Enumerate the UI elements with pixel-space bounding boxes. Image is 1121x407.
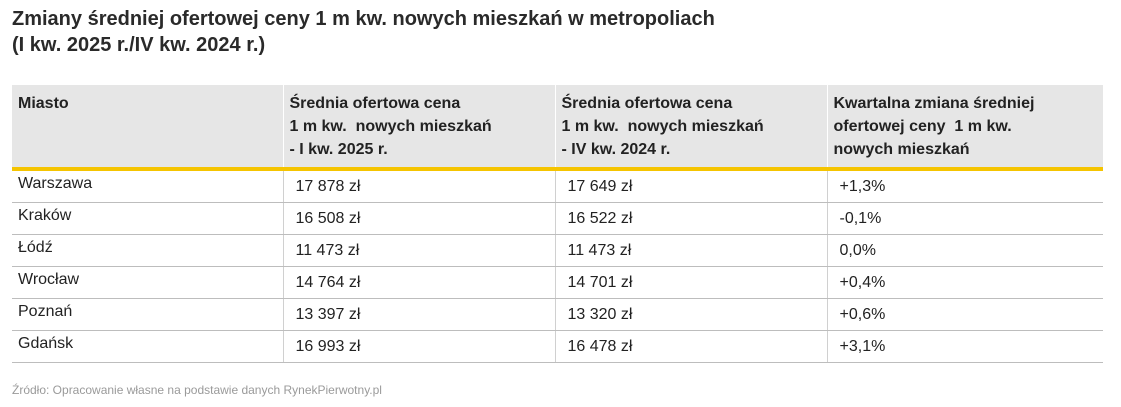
value-cell: +1,3% bbox=[826, 168, 1103, 203]
header-line: Średnia ofertowa cena bbox=[289, 95, 461, 112]
value-cell: 13 320 zł bbox=[554, 298, 827, 331]
table-row: Gdańsk 16 993 zł 16 478 zł +3,1% bbox=[12, 330, 1103, 363]
value-cell: 13 397 zł bbox=[282, 298, 555, 331]
header-cell: Średnia ofertowa cena 1 m kw. nowych mies… bbox=[282, 85, 555, 171]
header-line: - I kw. 2025 r. bbox=[289, 141, 388, 158]
value-cell: 14 701 zł bbox=[554, 266, 827, 299]
value-cell: 16 478 zł bbox=[554, 330, 827, 363]
title-line: Zmiany średniej ofertowej ceny 1 m kw. n… bbox=[12, 8, 715, 30]
value-cell: +3,1% bbox=[826, 330, 1103, 363]
header-line: 1 m kw. nowych mieszkań bbox=[561, 118, 764, 135]
value-cell: -0,1% bbox=[826, 202, 1103, 235]
header-line: nowych mieszkań bbox=[833, 141, 970, 158]
header-line: ofertowej ceny 1 m kw. bbox=[833, 118, 1012, 135]
header-line: Kwartalna zmiana średniej bbox=[833, 95, 1035, 112]
value-cell: 11 473 zł bbox=[282, 234, 555, 267]
header-line: Średnia ofertowa cena bbox=[561, 95, 733, 112]
value-cell: +0,4% bbox=[826, 266, 1103, 299]
source-note: Źródło: Opracowanie własne na podstawie … bbox=[12, 383, 382, 397]
value-cell: 11 473 zł bbox=[554, 234, 827, 267]
value-cell: 0,0% bbox=[826, 234, 1103, 267]
table-row: Wrocław 14 764 zł 14 701 zł +0,4% bbox=[12, 266, 1103, 299]
header-cell: Kwartalna zmiana średniej ofertowej ceny … bbox=[826, 85, 1103, 171]
value-cell: 16 508 zł bbox=[282, 202, 555, 235]
header-cell: Miasto bbox=[12, 85, 283, 171]
table: Miasto Średnia ofertowa cena 1 m kw. nowyc… bbox=[12, 85, 1103, 363]
table-row: Kraków 16 508 zł 16 522 zł -0,1% bbox=[12, 202, 1103, 235]
table-body: Warszawa 17 878 zł 17 649 zł +1,3% Kraków 16 … bbox=[12, 168, 1103, 363]
header-line: 1 m kw. nowych mieszkań bbox=[289, 118, 492, 135]
city-cell: Wrocław bbox=[12, 266, 283, 299]
value-cell: 14 764 zł bbox=[282, 266, 555, 299]
value-cell: +0,6% bbox=[826, 298, 1103, 331]
header-line: Miasto bbox=[18, 95, 69, 112]
table-row: Warszawa 17 878 zł 17 649 zł +1,3% bbox=[12, 168, 1103, 203]
value-cell: 16 522 zł bbox=[554, 202, 827, 235]
table-row: Łódź 11 473 zł 11 473 zł 0,0% bbox=[12, 234, 1103, 267]
value-cell: 17 878 zł bbox=[282, 168, 555, 203]
table-row: Poznań 13 397 zł 13 320 zł +0,6% bbox=[12, 298, 1103, 331]
city-cell: Gdańsk bbox=[12, 330, 283, 363]
title: Zmiany średniej ofertowej ceny 1 m kw. n… bbox=[12, 6, 715, 58]
city-cell: Łódź bbox=[12, 234, 283, 267]
city-cell: Warszawa bbox=[12, 168, 283, 203]
header-row: Miasto Średnia ofertowa cena 1 m kw. nowyc… bbox=[12, 85, 1103, 171]
city-cell: Poznań bbox=[12, 298, 283, 331]
value-cell: 16 993 zł bbox=[282, 330, 555, 363]
value-cell: 17 649 zł bbox=[554, 168, 827, 203]
header-line: - IV kw. 2024 r. bbox=[561, 141, 671, 158]
city-cell: Kraków bbox=[12, 202, 283, 235]
header-cell: Średnia ofertowa cena 1 m kw. nowych mies… bbox=[554, 85, 827, 171]
title-line: (I kw. 2025 r./IV kw. 2024 r.) bbox=[12, 34, 266, 56]
